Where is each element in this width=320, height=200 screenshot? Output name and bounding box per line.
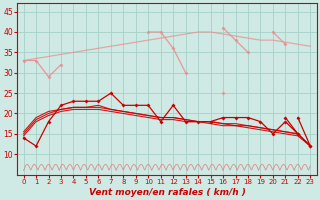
X-axis label: Vent moyen/en rafales ( km/h ): Vent moyen/en rafales ( km/h ) [89, 188, 245, 197]
